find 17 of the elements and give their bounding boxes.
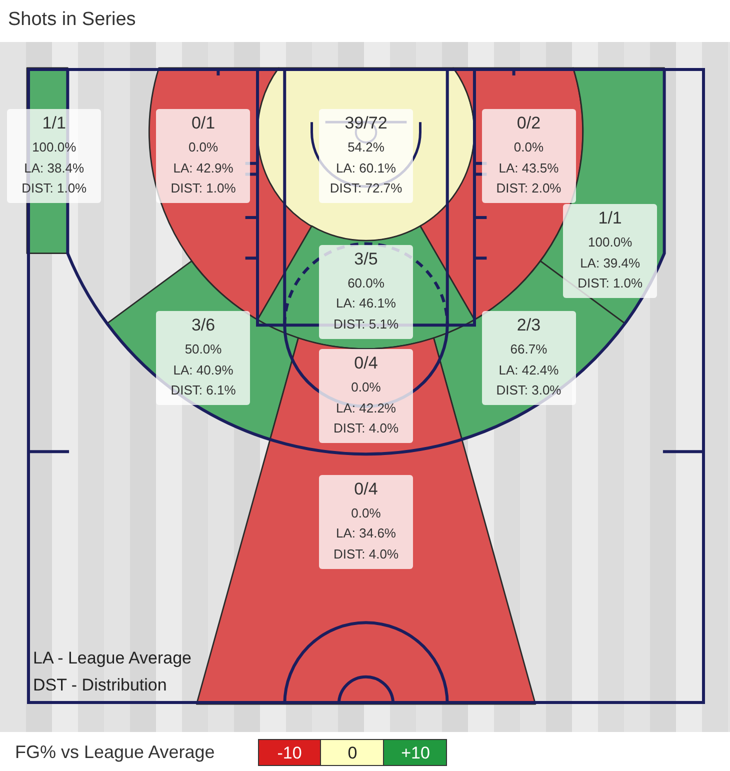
text: FG% vs League Average bbox=[15, 742, 215, 762]
data-label: 3/6 50.0% LA: 40.9% DIST: 6.1% bbox=[170, 316, 236, 398]
text: +10 bbox=[401, 743, 430, 762]
text: LA - League Average bbox=[33, 648, 192, 668]
data-label: 3/5 60.0% LA: 46.1% DIST: 5.1% bbox=[333, 249, 399, 332]
data-label: 0/4 0.0% LA: 34.6% DIST: 4.0% bbox=[333, 479, 399, 562]
text: -10 bbox=[277, 743, 302, 762]
data-label: 2/3 66.7% LA: 42.4% DIST: 3.0% bbox=[496, 316, 562, 398]
text: Shots in Series bbox=[8, 9, 136, 31]
data-label: 39/72 54.2% LA: 60.1% DIST: 72.7% bbox=[330, 114, 402, 196]
data-label: 1/1 100.0% LA: 38.4% DIST: 1.0% bbox=[22, 114, 87, 196]
data-label: 1/1 100.0% LA: 39.4% DIST: 1.0% bbox=[578, 208, 643, 291]
data-label: 0/2 0.0% LA: 43.5% DIST: 2.0% bbox=[496, 114, 562, 196]
text: 0 bbox=[348, 743, 358, 762]
text: DST - Distribution bbox=[33, 676, 167, 694]
data-label: 0/4 0.0% LA: 42.2% DIST: 4.0% bbox=[333, 354, 399, 436]
data-label: 0/1 0.0% LA: 42.9% DIST: 1.0% bbox=[170, 114, 236, 196]
